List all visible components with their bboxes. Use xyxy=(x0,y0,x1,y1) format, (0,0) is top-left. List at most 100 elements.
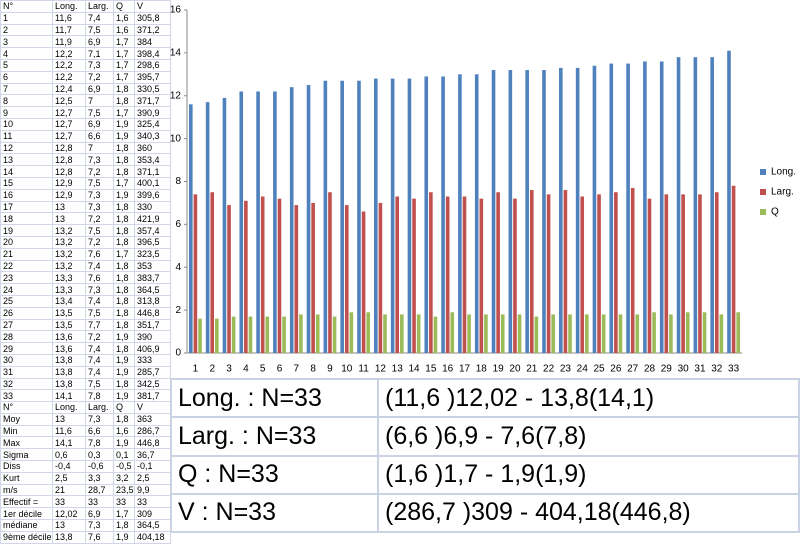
table-cell: 325,4 xyxy=(134,117,171,131)
x-tick-label: 19 xyxy=(493,364,505,375)
table-cell: 1,9 xyxy=(113,117,135,131)
bar xyxy=(484,314,488,353)
bar xyxy=(265,316,270,353)
table-row: 25 13,4 7,4 1,8 313,8 xyxy=(0,294,171,308)
table-cell: Q xyxy=(113,0,135,13)
x-tick-label: 8 xyxy=(310,364,316,375)
table-cell: 11 xyxy=(0,129,53,143)
table-cell: 33 xyxy=(0,389,53,403)
legend-label: Long. xyxy=(771,167,796,178)
y-tick-label: 12 xyxy=(170,90,181,101)
bar xyxy=(508,70,513,354)
y-tick-label: 14 xyxy=(170,48,181,59)
table-cell: 5 xyxy=(0,58,53,72)
table-cell: 15 xyxy=(0,176,53,190)
x-tick-label: 3 xyxy=(226,364,232,375)
table-cell: 298,6 xyxy=(134,58,171,72)
table-cell: 4 xyxy=(0,47,53,60)
table-cell: 7,3 xyxy=(85,519,114,532)
bar xyxy=(227,205,231,353)
y-tick-label: 4 xyxy=(175,262,181,273)
table-cell: 12,9 xyxy=(52,176,86,190)
bar xyxy=(585,314,589,353)
table-cell: 1,8 xyxy=(113,259,135,273)
table-cell: 7,4 xyxy=(85,353,114,367)
table-cell: 25 xyxy=(0,294,53,308)
summary-cell: (1,6 )1,7 - 1,9(1,9) xyxy=(377,454,800,495)
summary-row: Larg. : N=33 (6,6 )6,9 - 7,6(7,8) xyxy=(170,416,800,457)
bar xyxy=(719,314,724,353)
table-cell: 364,5 xyxy=(134,519,171,532)
table-cell: 353,4 xyxy=(134,153,171,167)
bar xyxy=(664,194,669,353)
legend-swatch xyxy=(760,169,766,175)
x-tick-label: 2 xyxy=(209,364,215,375)
table-row: Kurt 2,5 3,3 3,2 2,5 xyxy=(0,471,171,485)
table-cell: 14 xyxy=(0,165,53,178)
table-cell: -0,4 xyxy=(52,460,86,473)
table-cell: 446,8 xyxy=(134,306,171,320)
table-cell: 7,2 xyxy=(85,235,114,249)
bar xyxy=(378,202,383,353)
table-cell: 13 xyxy=(52,412,86,426)
table-cell: 23 xyxy=(0,271,53,285)
bar xyxy=(294,205,299,353)
table-row: Diss -0,4 -0,6 -0,5 -0,1 xyxy=(0,460,171,473)
table-cell: 22 xyxy=(0,259,53,273)
table-cell: 1,8 xyxy=(113,224,135,237)
summary-cell: (286,7 )309 - 404,18(446,8) xyxy=(377,492,800,534)
table-cell: N° xyxy=(0,401,53,414)
table-cell: 28 xyxy=(0,330,53,344)
bar xyxy=(618,314,623,353)
table-cell: 0,1 xyxy=(113,448,135,462)
x-tick-label: 25 xyxy=(593,364,605,375)
table-cell: Q xyxy=(113,401,135,414)
table-cell: 1,7 xyxy=(113,106,135,119)
table-cell: 17 xyxy=(0,200,53,214)
table-row: 24 13,3 7,3 1,8 364,5 xyxy=(0,283,171,296)
table-cell: 12,8 xyxy=(52,153,86,167)
table-cell: 1,9 xyxy=(113,353,135,367)
table-cell: 33 xyxy=(52,495,86,509)
y-tick-label: 6 xyxy=(175,219,181,230)
table-cell: 13,3 xyxy=(52,283,86,296)
table-cell: 371,2 xyxy=(134,23,171,37)
bar xyxy=(568,314,572,353)
table-cell: 7,5 xyxy=(85,224,114,237)
bar xyxy=(659,61,664,353)
x-tick-label: 31 xyxy=(694,364,706,375)
bar xyxy=(412,198,416,353)
table-cell: 13,2 xyxy=(52,247,86,261)
table-cell: 309 xyxy=(134,507,171,521)
table-cell: 33 xyxy=(113,495,135,509)
table-cell: N° xyxy=(0,0,53,13)
table-cell: 1,8 xyxy=(113,200,135,214)
table-cell: 363 xyxy=(134,412,171,426)
table-cell: -0,5 xyxy=(113,460,135,473)
x-tick-label: 10 xyxy=(341,364,353,375)
table-cell: 390,9 xyxy=(134,106,171,119)
table-cell: Effectif = xyxy=(0,495,53,509)
bar xyxy=(306,85,311,353)
bar xyxy=(698,194,702,353)
table-cell: Max xyxy=(0,436,53,450)
table-cell: 7,8 xyxy=(85,389,114,403)
bar xyxy=(635,314,640,353)
table-cell: 1,9 xyxy=(113,129,135,143)
bar xyxy=(450,312,455,353)
table-cell: 381,7 xyxy=(134,389,171,403)
table-cell: 7,2 xyxy=(85,330,114,344)
table-cell: 13 xyxy=(0,153,53,167)
table-cell: 1,8 xyxy=(113,519,135,532)
bar xyxy=(693,57,698,353)
bar xyxy=(256,91,260,354)
table-cell: 21 xyxy=(52,483,86,497)
bar xyxy=(441,76,445,354)
x-tick-label: 20 xyxy=(509,364,521,375)
x-tick-label: 33 xyxy=(728,364,740,375)
table-cell: 7,2 xyxy=(85,212,114,226)
table-row: 33 14,1 7,8 1,9 381,7 xyxy=(0,389,171,403)
bar xyxy=(289,87,294,354)
table-cell: 1,8 xyxy=(113,306,135,320)
bar xyxy=(416,314,421,353)
